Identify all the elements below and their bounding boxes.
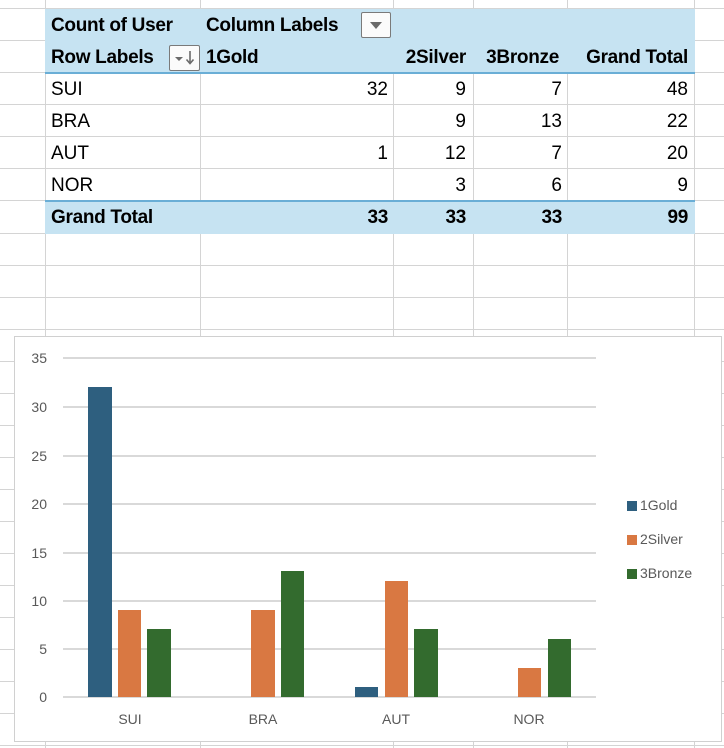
cell-grand-total[interactable]: 9 (677, 175, 688, 196)
y-tick-label: 30 (31, 399, 47, 415)
x-tick-label: BRA (248, 711, 278, 727)
grid-row-line (0, 297, 724, 298)
gridline (63, 600, 596, 602)
cell-3bronze[interactable]: 7 (551, 79, 562, 100)
legend-item-3bronze[interactable]: 3Bronze (627, 564, 692, 582)
cell-3bronze[interactable]: 13 (540, 111, 562, 132)
filter-dropdown-icon (370, 22, 382, 29)
bar-aut-1gold[interactable] (355, 687, 378, 697)
x-tick-label: AUT (382, 711, 410, 727)
grid-row-line (0, 136, 724, 137)
pivot-column-labels-header[interactable]: Column Labels (206, 15, 339, 36)
pivot-table[interactable]: Count of User Column Labels Row Labels 1… (45, 9, 695, 234)
total-grand-total[interactable]: 99 (667, 207, 688, 228)
gridline (63, 648, 596, 650)
y-tick-label: 10 (31, 593, 47, 609)
row-label[interactable]: AUT (51, 143, 89, 164)
legend-label: 3Bronze (640, 565, 693, 581)
grand-total-label[interactable]: Grand Total (51, 207, 153, 228)
gridline (63, 552, 596, 554)
x-tick-label: SUI (118, 711, 142, 727)
legend-swatch-icon (627, 501, 637, 511)
gridline (63, 406, 596, 408)
grid-row-line (0, 745, 724, 746)
legend-label: 2Silver (640, 531, 683, 547)
bar-sui-3bronze[interactable] (147, 629, 171, 697)
pivot-value-field-label[interactable]: Count of User (51, 15, 173, 36)
pivot-header-rule (45, 72, 695, 74)
row-labels-sort-filter-button[interactable] (169, 45, 200, 71)
y-tick-label: 5 (39, 641, 47, 657)
cell-2silver[interactable]: 9 (455, 79, 466, 100)
legend-swatch-icon (627, 569, 637, 579)
bar-aut-2silver[interactable] (385, 581, 408, 697)
pivot-chart[interactable]: 0 5 10 15 20 25 30 35 SUI BRA (14, 336, 722, 742)
y-tick-label: 15 (31, 545, 47, 561)
cell-3bronze[interactable]: 7 (551, 143, 562, 164)
sort-filter-icon (175, 51, 195, 65)
cell-grand-total[interactable]: 48 (666, 79, 688, 100)
pivot-col-header-3bronze[interactable]: 3Bronze (486, 47, 559, 68)
bar-bra-2silver[interactable] (251, 610, 275, 697)
bar-nor-2silver[interactable] (518, 668, 541, 697)
gridline (63, 503, 596, 505)
cell-2silver[interactable]: 12 (444, 143, 466, 164)
cell-2silver[interactable]: 3 (455, 175, 466, 196)
bar-aut-3bronze[interactable] (414, 629, 438, 697)
grid-row-line (0, 329, 724, 330)
y-tick-label: 25 (31, 448, 47, 464)
grid-row-line (0, 104, 724, 105)
column-labels-filter-button[interactable] (361, 12, 391, 38)
bar-sui-1gold[interactable] (88, 387, 112, 697)
legend-item-2silver[interactable]: 2Silver (627, 530, 683, 548)
grid-row-line (0, 8, 724, 9)
row-label[interactable]: SUI (51, 79, 83, 100)
pivot-col-header-2silver[interactable]: 2Silver (405, 47, 467, 68)
row-label[interactable]: NOR (51, 175, 94, 196)
pivot-col-header-grand-total[interactable]: Grand Total (586, 47, 688, 68)
total-3bronze[interactable]: 33 (541, 207, 562, 228)
legend-swatch-icon (627, 535, 637, 545)
legend-item-1gold[interactable]: 1Gold (627, 496, 677, 514)
y-tick-label: 0 (39, 689, 47, 705)
pivot-row-labels-header[interactable]: Row Labels (51, 47, 154, 68)
grid-row-line (0, 168, 724, 169)
grid-row-line (0, 265, 724, 266)
cell-2silver[interactable]: 9 (455, 111, 466, 132)
x-tick-label: NOR (513, 711, 545, 727)
y-tick-label: 35 (31, 350, 47, 366)
row-label[interactable]: BRA (51, 111, 91, 132)
x-axis-line (63, 696, 596, 698)
cell-grand-total[interactable]: 22 (666, 111, 688, 132)
pivot-total-band (45, 202, 695, 234)
legend-label: 1Gold (640, 497, 678, 513)
y-tick-label: 20 (31, 496, 47, 512)
cell-3bronze[interactable]: 6 (551, 175, 562, 196)
total-1gold[interactable]: 33 (367, 207, 388, 228)
cell-grand-total[interactable]: 20 (666, 143, 688, 164)
bar-bra-3bronze[interactable] (281, 571, 304, 697)
pivot-total-rule (45, 200, 695, 202)
bar-nor-3bronze[interactable] (548, 639, 571, 697)
gridline (63, 455, 596, 457)
gridline (63, 357, 596, 359)
cell-1gold[interactable]: 1 (377, 143, 388, 164)
cell-1gold[interactable]: 32 (366, 79, 388, 100)
bar-sui-2silver[interactable] (118, 610, 141, 697)
total-2silver[interactable]: 33 (445, 207, 466, 228)
pivot-col-header-1gold[interactable]: 1Gold (206, 47, 259, 68)
